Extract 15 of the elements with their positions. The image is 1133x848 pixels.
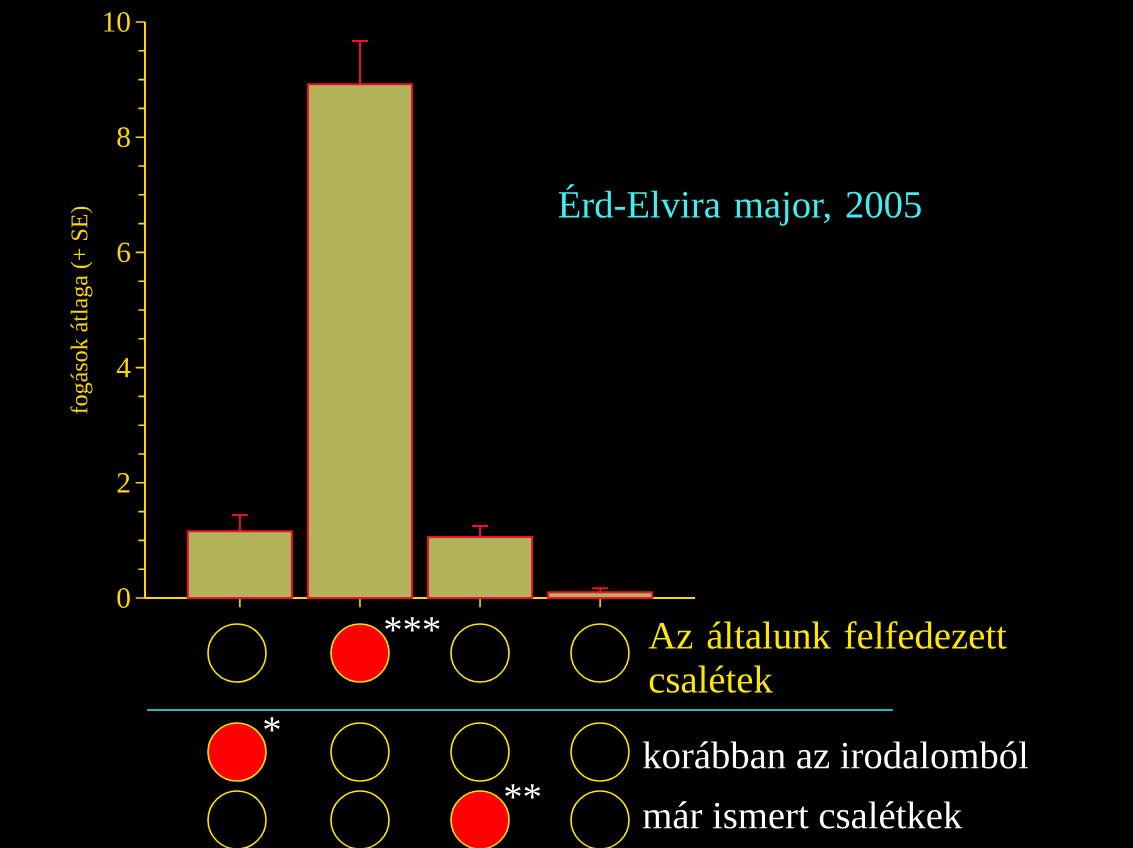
y-tick-label: 6 [117,242,131,263]
y-tick-label: 0 [117,588,130,608]
text: Az általunk felfedezett csalétek [648,621,1007,693]
annotation: Érd-Elvira major, 2005 [558,184,921,226]
text: *** [385,617,440,632]
y-tick-label: 4 [116,357,131,378]
text: már ismert csalétkek [643,801,963,829]
text: korábban az irodalomból [643,741,1029,769]
y-axis-title: fogások átlaga (+ SE) [70,206,93,414]
y-tick-label: 10 [104,12,130,32]
bar [547,591,654,599]
text: * [264,717,280,732]
y-tick-label: 2 [117,473,130,493]
y-tick-label: 8 [117,127,130,148]
text: ** [505,784,541,799]
